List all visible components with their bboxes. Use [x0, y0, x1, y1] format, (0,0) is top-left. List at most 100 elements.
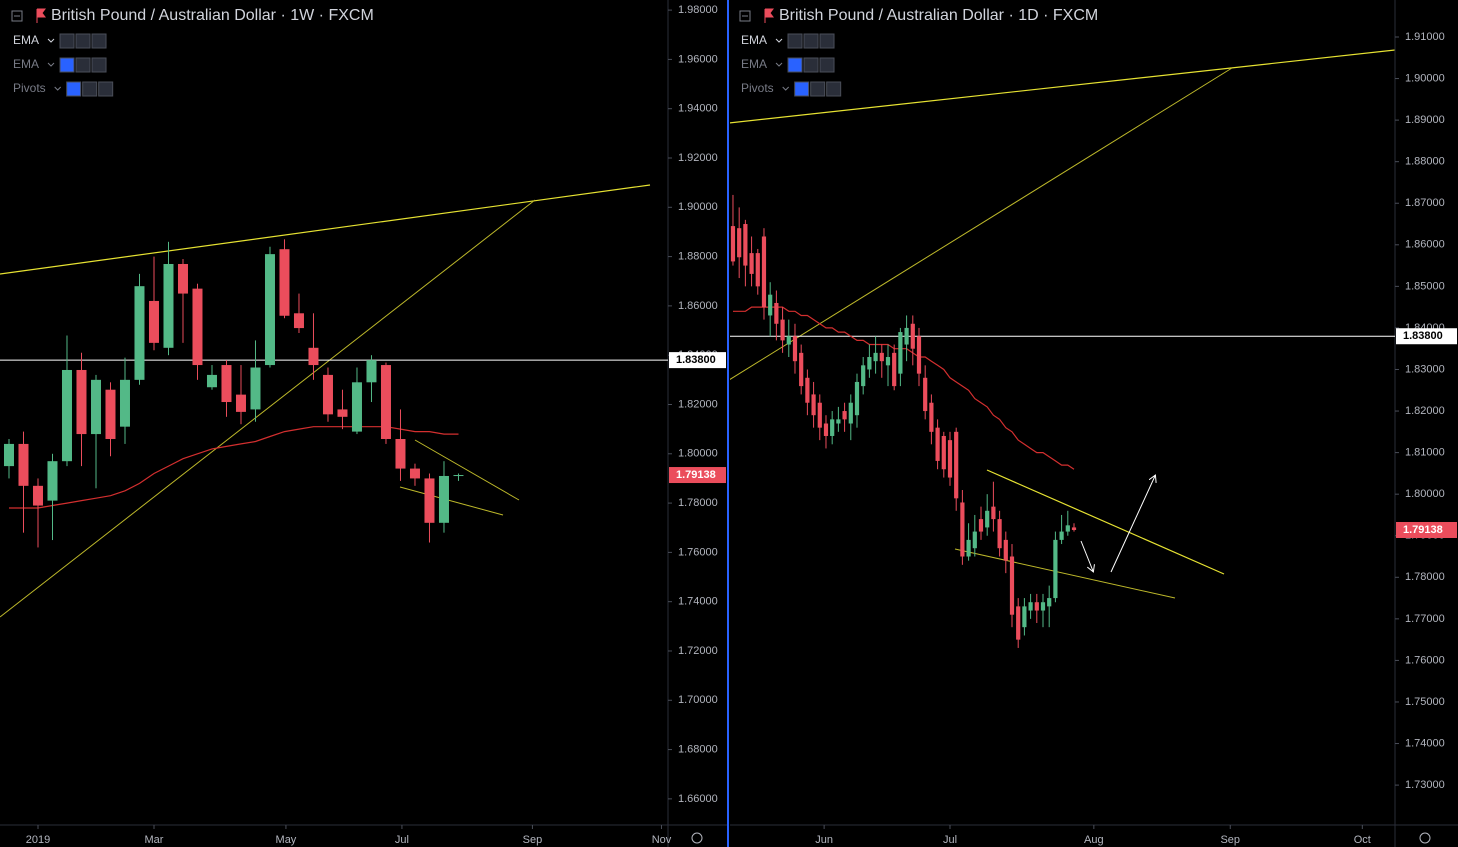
candle-body	[1016, 606, 1021, 640]
indicator-label[interactable]: EMA	[13, 57, 39, 71]
indicator-button[interactable]	[787, 57, 803, 73]
indicator-button[interactable]	[787, 33, 803, 49]
candle-body	[322, 374, 333, 415]
candle-body	[749, 253, 754, 274]
plot-area	[730, 194, 1395, 648]
indicator-button[interactable]	[819, 57, 835, 73]
trendline	[0, 184, 651, 275]
y-tick-label: 1.90000	[678, 201, 718, 213]
indicator-label[interactable]: Pivots	[13, 81, 46, 95]
candle-body	[929, 402, 934, 432]
candle-body	[177, 263, 188, 294]
candle-body	[842, 411, 847, 420]
candle-body	[947, 440, 953, 478]
indicator-label[interactable]: Pivots	[741, 81, 774, 95]
candle-body	[892, 352, 897, 387]
candle-body	[737, 228, 742, 258]
last_price-label: 1.79138	[676, 469, 716, 481]
y-tick-label: 1.94000	[678, 103, 718, 115]
indicator-button[interactable]	[75, 33, 91, 49]
indicator-button[interactable]	[810, 81, 826, 97]
y-tick-label: 1.92000	[678, 152, 718, 164]
y-tick-label: 1.96000	[678, 53, 718, 65]
candle-body	[351, 382, 362, 432]
y-tick-label: 1.91000	[1405, 31, 1445, 43]
indicator-button[interactable]	[75, 57, 91, 73]
plot-area	[0, 239, 668, 548]
candle-body	[935, 427, 940, 461]
indicator-button[interactable]	[91, 57, 107, 73]
candle-body	[453, 475, 464, 477]
indicator-button[interactable]	[826, 81, 842, 97]
candle-body	[830, 419, 835, 436]
indicator-button[interactable]	[82, 81, 98, 97]
ema-line	[733, 306, 1075, 470]
settings-icon[interactable]	[1419, 832, 1431, 844]
y-tick-label: 1.85000	[1405, 280, 1445, 292]
collapse-icon[interactable]	[739, 10, 751, 22]
candle-body	[206, 374, 217, 388]
y-tick-label: 1.74000	[678, 596, 718, 608]
indicator-caret	[782, 86, 790, 91]
candle-body	[873, 352, 878, 362]
candle-body	[848, 402, 853, 424]
y-tick-label: 1.82000	[1405, 405, 1445, 417]
trendline	[414, 439, 520, 501]
trendline	[0, 199, 536, 618]
indicator-caret	[54, 86, 62, 91]
candle-body	[424, 478, 435, 523]
indicator-button[interactable]	[59, 33, 75, 49]
indicator-button[interactable]	[819, 33, 835, 49]
candle-body	[18, 443, 29, 486]
y-tick-label: 1.98000	[678, 4, 718, 16]
candle-body	[366, 360, 377, 383]
y-tick-label: 1.90000	[1405, 72, 1445, 84]
y-tick-label: 1.76000	[1405, 654, 1445, 666]
y-tick-label: 1.70000	[678, 694, 718, 706]
candle-body	[786, 336, 791, 345]
candle-body	[250, 367, 261, 410]
candle-body	[221, 365, 232, 403]
y-tick-label: 1.80000	[678, 448, 718, 460]
candle-body	[823, 423, 829, 436]
candle-body	[817, 402, 822, 428]
candle-body	[972, 531, 977, 549]
candle-body	[119, 379, 130, 427]
indicator-button[interactable]	[98, 81, 114, 97]
indicator-button[interactable]	[803, 57, 819, 73]
candle-body	[1040, 602, 1046, 611]
x-tick-label: Sep	[523, 834, 543, 846]
y-tick-label: 1.88000	[1405, 156, 1445, 168]
candle-body	[861, 365, 866, 387]
indicator-label[interactable]: EMA	[741, 33, 767, 47]
indicator-label[interactable]: EMA	[13, 33, 39, 47]
candle-body	[768, 294, 773, 316]
x-tick-label: 2019	[26, 834, 50, 846]
candle-body	[264, 254, 275, 366]
x-tick-label: Jul	[395, 834, 409, 846]
candle-body	[235, 394, 246, 412]
last_price-label-box	[1396, 521, 1457, 538]
candle-body	[1071, 527, 1077, 530]
candle-body	[1034, 602, 1039, 611]
y-tick-label: 1.72000	[678, 645, 718, 657]
candle-body	[308, 347, 319, 366]
collapse-icon[interactable]	[11, 10, 23, 22]
settings-icon[interactable]	[691, 832, 703, 844]
candle-body	[805, 377, 810, 403]
chart-title[interactable]: British Pound / Australian Dollar · 1W ·…	[51, 7, 374, 24]
indicator-caret	[775, 62, 783, 67]
indicator-button[interactable]	[794, 81, 810, 97]
indicator-button[interactable]	[91, 33, 107, 49]
candle-body	[1047, 598, 1052, 607]
candle-body	[279, 249, 290, 316]
indicator-label[interactable]: EMA	[741, 57, 767, 71]
y-tick-label: 1.86000	[678, 300, 718, 312]
indicator-button[interactable]	[803, 33, 819, 49]
chart-title[interactable]: British Pound / Australian Dollar · 1D ·…	[779, 7, 1098, 24]
indicator-caret	[47, 38, 55, 43]
indicator-button[interactable]	[59, 57, 75, 73]
indicator-button[interactable]	[66, 81, 82, 97]
y-tick-label: 1.88000	[678, 251, 718, 263]
